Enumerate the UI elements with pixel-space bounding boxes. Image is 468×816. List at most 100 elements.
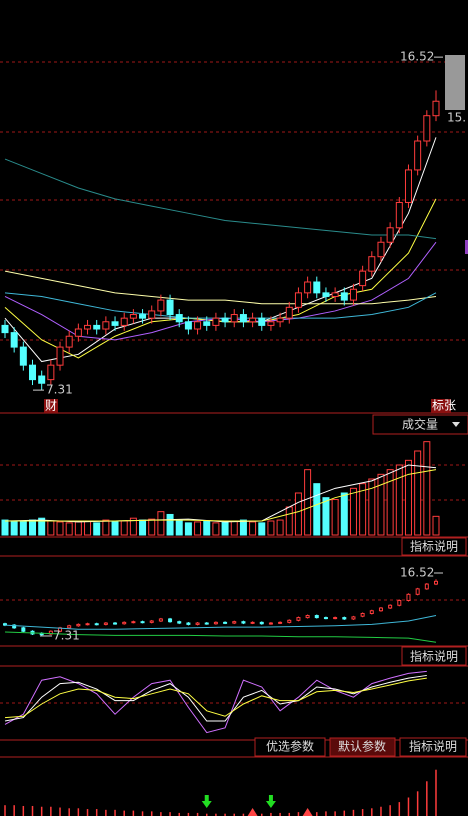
volume-bar — [395, 464, 403, 536]
candle-body — [184, 321, 192, 330]
candle-body — [166, 299, 174, 316]
candle-body — [259, 621, 264, 625]
volume-bar — [349, 487, 357, 536]
volume-bar — [267, 520, 275, 536]
candle-body — [267, 321, 275, 326]
volume-bar — [368, 478, 376, 536]
candle-body — [294, 292, 302, 308]
buy-signal — [302, 808, 313, 816]
candle-body — [278, 621, 283, 624]
default-button-label[interactable]: 默认参数 — [338, 739, 386, 754]
help-button-label[interactable]: 指标说明 — [410, 649, 458, 664]
sell-signal — [201, 795, 212, 808]
candle-body — [29, 364, 37, 381]
max-price-label: 16.52 — [400, 565, 434, 579]
candle-body — [249, 317, 257, 323]
candle-body — [129, 314, 137, 319]
volume-bar — [212, 522, 220, 536]
candle-body — [331, 292, 339, 297]
candle-body — [386, 227, 394, 243]
candle-body — [67, 625, 72, 629]
candle-body — [139, 314, 147, 319]
candle-body — [424, 583, 429, 590]
right-label: 15. — [447, 111, 466, 125]
candle-body — [314, 615, 319, 619]
candle-body — [113, 622, 118, 625]
volume-bar — [258, 522, 266, 536]
candle-body — [38, 375, 46, 384]
candle-body — [239, 314, 247, 323]
indicator-line — [4, 137, 437, 363]
volume-bar — [432, 515, 440, 536]
volume-bar — [404, 459, 412, 536]
candle-body — [359, 270, 367, 287]
volume-bar — [84, 520, 92, 536]
volume-bar — [340, 492, 348, 536]
candle-body — [397, 599, 402, 606]
indicator-line — [4, 670, 427, 734]
candle-body — [414, 140, 422, 171]
candle-body — [168, 618, 173, 623]
candle-body — [404, 169, 412, 203]
volume-selector-label[interactable]: 成交量 — [402, 417, 438, 432]
scroll-box[interactable] — [445, 55, 465, 110]
candle-body — [93, 324, 101, 330]
candle-body — [351, 616, 356, 620]
help-button[interactable] — [401, 646, 467, 666]
candle-body — [204, 622, 209, 625]
candle-body — [102, 321, 110, 330]
candle-body — [360, 612, 365, 617]
volume-bar — [139, 519, 147, 536]
volume-bar — [285, 506, 293, 536]
candle-body — [432, 100, 440, 117]
candle-body — [323, 617, 328, 620]
volume-bar — [386, 469, 394, 536]
indicator-line — [4, 464, 437, 523]
candle-body — [285, 306, 293, 319]
edge-marker — [465, 240, 468, 254]
candle-body — [111, 321, 119, 326]
help-button[interactable] — [401, 537, 467, 556]
candle-body — [122, 621, 127, 625]
candle-body — [157, 299, 165, 312]
volume-bar — [47, 520, 55, 536]
candle-body — [21, 627, 26, 632]
candle-body — [120, 317, 128, 326]
indicator-line — [4, 674, 427, 722]
preferred-button-label[interactable]: 优选参数 — [266, 739, 314, 754]
help-button-label[interactable]: 指标说明 — [410, 539, 458, 554]
candle-body — [415, 588, 420, 595]
candle-body — [230, 314, 238, 323]
candle-body — [388, 604, 393, 609]
volume-bar — [239, 519, 247, 536]
volume-bar — [203, 520, 211, 536]
event-label: 标张 — [432, 399, 456, 413]
candle-body — [241, 621, 246, 624]
help-button-label[interactable]: 指标说明 — [409, 739, 457, 754]
volume-bar — [29, 519, 37, 536]
preferred-button[interactable] — [254, 737, 326, 757]
default-button[interactable] — [329, 737, 396, 757]
candle-body — [395, 201, 403, 229]
min-price-label: 7.31 — [46, 383, 73, 397]
candle-body — [340, 292, 348, 301]
candle-body — [103, 622, 108, 625]
help-button[interactable] — [399, 737, 467, 757]
max-price-label: 16.52 — [400, 50, 434, 64]
event-box — [431, 399, 451, 413]
volume-bar — [230, 520, 238, 536]
volume-bar — [19, 521, 27, 536]
candle-body — [287, 619, 292, 623]
candle-body — [213, 621, 218, 625]
candle-body — [342, 617, 347, 620]
candle-body — [74, 328, 82, 337]
candle-body — [19, 346, 27, 366]
candle-body — [378, 607, 383, 612]
volume-bar — [249, 521, 257, 536]
dropdown-arrow[interactable] — [452, 422, 460, 427]
candle-body — [377, 241, 385, 258]
volume-selector[interactable] — [372, 414, 468, 435]
candle-body — [203, 321, 211, 326]
candle-body — [85, 623, 90, 626]
volume-bar — [148, 518, 156, 536]
